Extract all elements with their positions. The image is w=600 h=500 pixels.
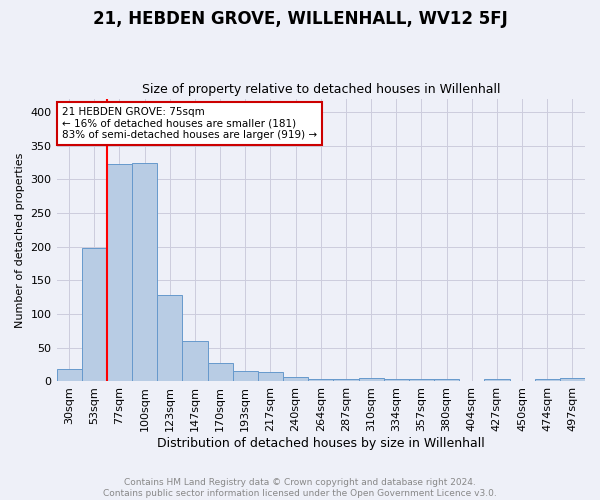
- Bar: [56, 370, 82, 382]
- Bar: [157, 295, 182, 382]
- Bar: [383, 380, 409, 382]
- Bar: [258, 372, 283, 382]
- Bar: [132, 162, 157, 382]
- Bar: [359, 378, 383, 382]
- Y-axis label: Number of detached properties: Number of detached properties: [15, 152, 25, 328]
- Bar: [233, 370, 258, 382]
- Bar: [334, 379, 359, 382]
- Bar: [283, 376, 308, 382]
- Bar: [182, 341, 208, 382]
- Text: Contains HM Land Registry data © Crown copyright and database right 2024.
Contai: Contains HM Land Registry data © Crown c…: [103, 478, 497, 498]
- Bar: [107, 164, 132, 382]
- Title: Size of property relative to detached houses in Willenhall: Size of property relative to detached ho…: [142, 83, 500, 96]
- Bar: [509, 381, 535, 382]
- Text: 21 HEBDEN GROVE: 75sqm
← 16% of detached houses are smaller (181)
83% of semi-de: 21 HEBDEN GROVE: 75sqm ← 16% of detached…: [62, 107, 317, 140]
- Bar: [459, 381, 484, 382]
- X-axis label: Distribution of detached houses by size in Willenhall: Distribution of detached houses by size …: [157, 437, 485, 450]
- Bar: [82, 248, 107, 382]
- Bar: [560, 378, 585, 382]
- Text: 21, HEBDEN GROVE, WILLENHALL, WV12 5FJ: 21, HEBDEN GROVE, WILLENHALL, WV12 5FJ: [92, 10, 508, 28]
- Bar: [484, 379, 509, 382]
- Bar: [208, 364, 233, 382]
- Bar: [308, 379, 334, 382]
- Bar: [535, 379, 560, 382]
- Bar: [409, 380, 434, 382]
- Bar: [434, 380, 459, 382]
